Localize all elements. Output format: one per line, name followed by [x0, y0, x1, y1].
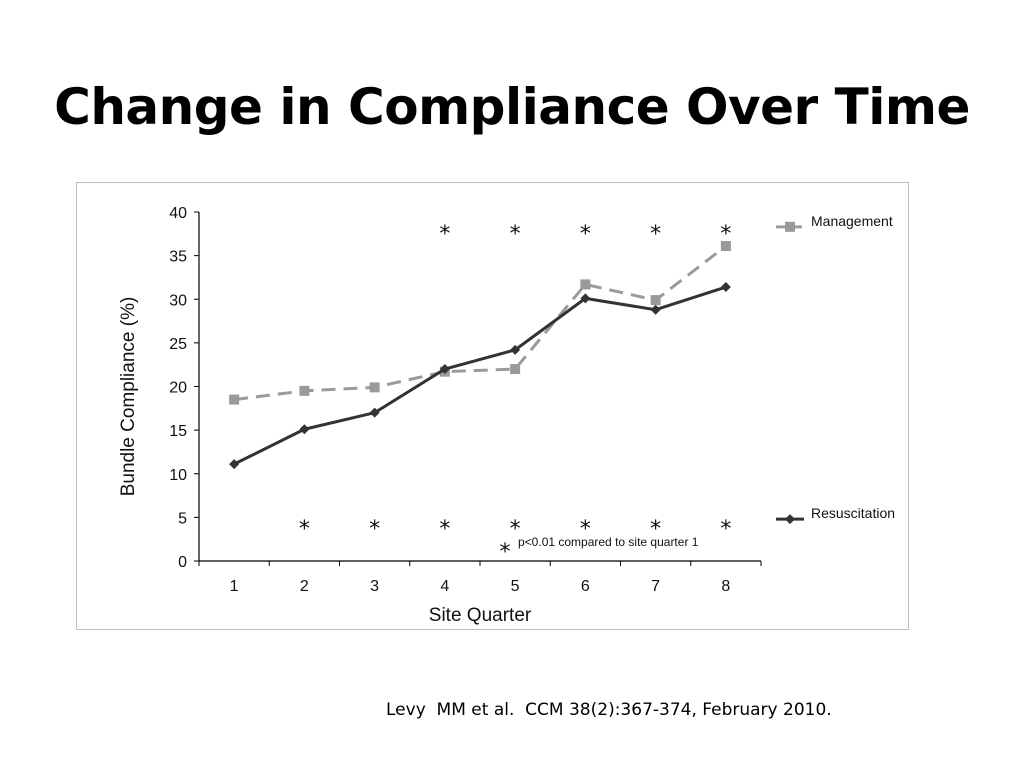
management-point — [510, 364, 521, 375]
resuscitation-line — [233, 285, 727, 466]
significance-star: * — [439, 517, 450, 542]
significance-star: * — [369, 517, 380, 542]
significance-star: * — [650, 222, 661, 247]
management-point — [580, 279, 591, 290]
management-point — [785, 221, 795, 232]
significance-star: * — [510, 222, 521, 247]
chart-legend: Management Resuscitation — [776, 213, 895, 525]
management-point — [650, 295, 661, 306]
y-tick-label: 10 — [169, 467, 187, 484]
resuscitation-point — [580, 293, 591, 304]
y-tick-label: 30 — [169, 292, 187, 309]
chart-series — [229, 241, 731, 470]
x-tick-label: 1 — [230, 578, 239, 595]
resuscitation-point — [650, 304, 661, 315]
significance-star: * — [510, 517, 521, 542]
y-tick-label: 35 — [169, 249, 187, 266]
legend-label: Resuscitation — [811, 505, 895, 521]
significance-star: * — [580, 517, 591, 542]
chart-panel: 0 5 10 15 20 25 30 35 40 1 2 3 4 5 6 7 8 * * * * * * * * * * * * Ma… — [76, 182, 909, 630]
x-tick-label: 8 — [721, 578, 730, 595]
x-tick-label: 7 — [651, 578, 660, 595]
management-point — [369, 382, 380, 393]
resuscitation-point — [299, 424, 310, 435]
y-tick-label: 40 — [169, 205, 187, 222]
x-tick-label: 4 — [440, 578, 449, 595]
significance-star: * — [650, 517, 661, 542]
y-tick-label: 15 — [169, 423, 187, 440]
slide-title: Change in Compliance Over Time — [54, 78, 970, 136]
management-point — [720, 241, 731, 252]
resuscitation-point — [439, 364, 450, 375]
resuscitation-point — [510, 344, 521, 355]
x-tick-label: 2 — [300, 578, 309, 595]
annotation-star: * — [500, 540, 511, 565]
resuscitation-point — [369, 407, 380, 418]
y-tick-label: 0 — [178, 554, 187, 571]
management-point — [299, 385, 310, 396]
significance-star: * — [720, 222, 731, 247]
significance-stars: * * * * * * * * * * * * — [299, 222, 732, 542]
management-line — [233, 244, 727, 402]
legend-label: Management — [811, 213, 893, 229]
y-tick-label: 25 — [169, 336, 187, 353]
y-axis-title: Bundle Compliance (%) — [118, 297, 139, 497]
citation: Levy MM et al. CCM 38(2):367-374, Februa… — [386, 700, 832, 720]
resuscitation-point — [720, 282, 731, 293]
significance-star: * — [299, 517, 310, 542]
resuscitation-point — [785, 514, 795, 525]
management-point — [229, 394, 240, 405]
annotation-text: p<0.01 compared to site quarter 1 — [518, 535, 699, 549]
x-tick-label: 5 — [511, 578, 520, 595]
y-tick-label: 20 — [169, 380, 187, 397]
significance-star: * — [580, 222, 591, 247]
chart-axes — [198, 212, 761, 562]
y-tick-label: 5 — [178, 510, 187, 527]
significance-star: * — [439, 222, 450, 247]
x-tick-label: 6 — [581, 578, 590, 595]
chart-ticks: 0 5 10 15 20 25 30 35 40 1 2 3 4 5 6 7 8 — [169, 205, 762, 595]
significance-star: * — [720, 517, 731, 542]
resuscitation-point — [229, 459, 240, 470]
x-axis-title: Site Quarter — [429, 605, 532, 626]
x-tick-label: 3 — [370, 578, 379, 595]
